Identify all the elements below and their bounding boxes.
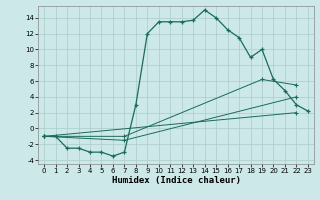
X-axis label: Humidex (Indice chaleur): Humidex (Indice chaleur) — [111, 176, 241, 185]
